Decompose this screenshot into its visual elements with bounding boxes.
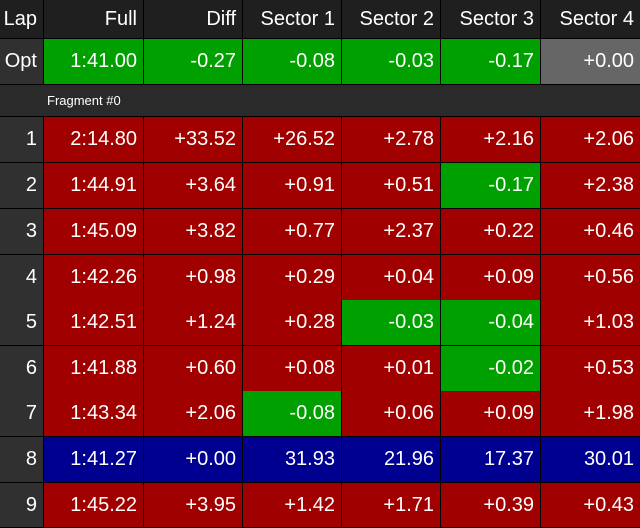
lap-full: 1:45.22 xyxy=(44,483,144,528)
lap-row[interactable]: 9 1:45.22 +3.95 +1.42 +1.71 +0.39 +0.43 xyxy=(0,483,640,528)
lap-sector-1: +1.42 xyxy=(243,483,342,528)
lap-number: 1 xyxy=(0,117,44,163)
lap-full: 2:14.80 xyxy=(44,117,144,163)
opt-diff: -0.27 xyxy=(144,39,243,85)
lap-full: 1:41.88 xyxy=(44,346,144,392)
lap-diff: +3.82 xyxy=(144,209,243,255)
opt-sector-2: -0.03 xyxy=(342,39,441,85)
lap-number: 4 xyxy=(0,255,44,301)
lap-diff: +33.52 xyxy=(144,117,243,163)
lap-diff: +2.06 xyxy=(144,391,243,437)
opt-full: 1:41.00 xyxy=(44,39,144,85)
lap-sector-3: -0.17 xyxy=(441,163,541,209)
lap-sector-3: +0.09 xyxy=(441,391,541,437)
lap-sector-1: +0.08 xyxy=(243,346,342,392)
lap-sector-3: +0.09 xyxy=(441,255,541,301)
lap-diff: +0.98 xyxy=(144,255,243,301)
lap-sector-4: +2.38 xyxy=(541,163,640,209)
lap-sector-2: 21.96 xyxy=(342,437,441,483)
lap-sector-1: +0.77 xyxy=(243,209,342,255)
lap-sector-2: +0.01 xyxy=(342,346,441,392)
lap-sector-2: +0.51 xyxy=(342,163,441,209)
lap-sector-2: +0.04 xyxy=(342,255,441,301)
opt-sector-1: -0.08 xyxy=(243,39,342,85)
lap-sector-4: +0.43 xyxy=(541,483,640,528)
fragment-label: Fragment #0 xyxy=(47,93,121,108)
lap-sector-1: -0.08 xyxy=(243,391,342,437)
lap-number: 7 xyxy=(0,391,44,437)
lap-diff: +3.64 xyxy=(144,163,243,209)
opt-label: Opt xyxy=(0,39,44,85)
lap-sector-4: +2.06 xyxy=(541,117,640,163)
lap-sector-4: +0.46 xyxy=(541,209,640,255)
lap-number: 5 xyxy=(0,300,44,346)
header-lap[interactable]: Lap xyxy=(0,0,44,39)
lap-sector-2: +0.06 xyxy=(342,391,441,437)
lap-sector-3: -0.04 xyxy=(441,300,541,346)
lap-full: 1:41.27 xyxy=(44,437,144,483)
header-sector-3[interactable]: Sector 3 xyxy=(441,0,541,39)
lap-full: 1:45.09 xyxy=(44,209,144,255)
lap-row[interactable]: 2 1:44.91 +3.64 +0.91 +0.51 -0.17 +2.38 xyxy=(0,163,640,209)
lap-row[interactable]: 7 1:43.34 +2.06 -0.08 +0.06 +0.09 +1.98 xyxy=(0,391,640,437)
lap-number: 9 xyxy=(0,483,44,528)
lap-sector-4: +1.03 xyxy=(541,300,640,346)
header-row: Lap Full Diff Sector 1 Sector 2 Sector 3… xyxy=(0,0,640,39)
lap-full: 1:43.34 xyxy=(44,391,144,437)
lap-row[interactable]: 3 1:45.09 +3.82 +0.77 +2.37 +0.22 +0.46 xyxy=(0,209,640,255)
header-sector-1[interactable]: Sector 1 xyxy=(243,0,342,39)
lap-sector-1: +0.91 xyxy=(243,163,342,209)
lap-sector-2: +2.78 xyxy=(342,117,441,163)
lap-row[interactable]: 5 1:42.51 +1.24 +0.28 -0.03 -0.04 +1.03 xyxy=(0,300,640,346)
lap-row[interactable]: 8 1:41.27 +0.00 31.93 21.96 17.37 30.01 xyxy=(0,437,640,483)
fragment-header: Fragment #0 xyxy=(0,85,640,117)
lap-sector-1: +26.52 xyxy=(243,117,342,163)
lap-diff: +0.00 xyxy=(144,437,243,483)
lap-sector-4: +0.53 xyxy=(541,346,640,392)
lap-sector-2: -0.03 xyxy=(342,300,441,346)
lap-diff: +0.60 xyxy=(144,346,243,392)
lap-sector-4: +0.56 xyxy=(541,255,640,301)
opt-sector-4: +0.00 xyxy=(541,39,640,85)
lap-sector-2: +2.37 xyxy=(342,209,441,255)
opt-row: Opt 1:41.00 -0.27 -0.08 -0.03 -0.17 +0.0… xyxy=(0,39,640,85)
opt-sector-3: -0.17 xyxy=(441,39,541,85)
lap-row[interactable]: 6 1:41.88 +0.60 +0.08 +0.01 -0.02 +0.53 xyxy=(0,346,640,392)
lap-row[interactable]: 1 2:14.80 +33.52 +26.52 +2.78 +2.16 +2.06 xyxy=(0,117,640,163)
lap-number: 6 xyxy=(0,346,44,392)
lap-sector-3: +0.22 xyxy=(441,209,541,255)
lap-diff: +3.95 xyxy=(144,483,243,528)
lap-diff: +1.24 xyxy=(144,300,243,346)
lap-number: 8 xyxy=(0,437,44,483)
lap-sector-4: +1.98 xyxy=(541,391,640,437)
lap-sector-3: +0.39 xyxy=(441,483,541,528)
lap-sector-3: 17.37 xyxy=(441,437,541,483)
lap-sector-1: +0.29 xyxy=(243,255,342,301)
lap-row[interactable]: 4 1:42.26 +0.98 +0.29 +0.04 +0.09 +0.56 xyxy=(0,255,640,301)
header-full[interactable]: Full xyxy=(44,0,144,39)
lap-number: 2 xyxy=(0,163,44,209)
lap-full: 1:44.91 xyxy=(44,163,144,209)
header-sector-2[interactable]: Sector 2 xyxy=(342,0,441,39)
lap-sector-1: +0.28 xyxy=(243,300,342,346)
header-sector-4[interactable]: Sector 4 xyxy=(541,0,640,39)
lap-sector-3: -0.02 xyxy=(441,346,541,392)
lap-sector-3: +2.16 xyxy=(441,117,541,163)
lap-sector-4: 30.01 xyxy=(541,437,640,483)
lap-sector-1: 31.93 xyxy=(243,437,342,483)
header-diff[interactable]: Diff xyxy=(144,0,243,39)
lap-sector-2: +1.71 xyxy=(342,483,441,528)
lap-full: 1:42.51 xyxy=(44,300,144,346)
lap-number: 3 xyxy=(0,209,44,255)
lap-full: 1:42.26 xyxy=(44,255,144,301)
